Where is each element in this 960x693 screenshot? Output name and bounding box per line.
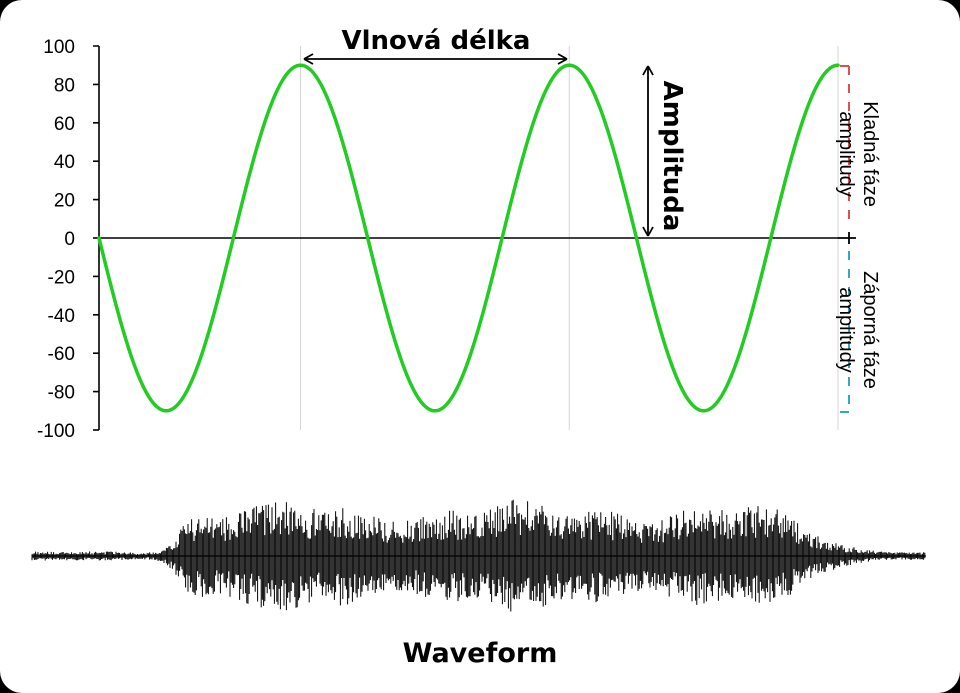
y-tick-label: 80 bbox=[54, 75, 75, 96]
y-tick-label: -60 bbox=[48, 344, 75, 365]
positive-phase-label-line2: amplitudy bbox=[835, 111, 857, 197]
y-tick-label: -100 bbox=[37, 421, 75, 442]
y-tick-label: -20 bbox=[48, 267, 75, 288]
y-tick-label: 60 bbox=[54, 114, 75, 135]
y-tick-label: 40 bbox=[54, 152, 75, 173]
amplitude-arrow bbox=[642, 65, 654, 237]
y-tick-label: -80 bbox=[48, 383, 75, 404]
positive-phase-label: Kladná fáze amplitudy bbox=[835, 101, 881, 207]
positive-phase-label-line1: Kladná fáze bbox=[859, 101, 881, 207]
negative-phase-bracket bbox=[840, 251, 850, 413]
wavelength-label: Vlnová délka bbox=[342, 26, 531, 56]
wavelength-arrow bbox=[303, 53, 568, 65]
y-tick-label: 20 bbox=[54, 191, 75, 212]
negative-phase-label-line1: Záporná fáze bbox=[859, 271, 881, 389]
y-tick-label: -40 bbox=[48, 306, 75, 327]
zero-cross-mark bbox=[838, 232, 856, 244]
negative-phase-label-line2: amplitudy bbox=[835, 287, 857, 373]
negative-phase-label: Záporná fáze amplitudy bbox=[835, 271, 881, 389]
sine-wave bbox=[97, 63, 840, 413]
waveform-label: Waveform bbox=[403, 638, 558, 669]
y-tick-label: 0 bbox=[64, 229, 75, 250]
y-tick-label: 100 bbox=[43, 37, 75, 58]
positive-phase-bracket bbox=[840, 65, 850, 225]
y-ticks: 100 80 60 40 20 0 -20 -40 -60 -80 -100 bbox=[37, 37, 99, 442]
amplitude-label: Amplituda bbox=[657, 81, 687, 232]
